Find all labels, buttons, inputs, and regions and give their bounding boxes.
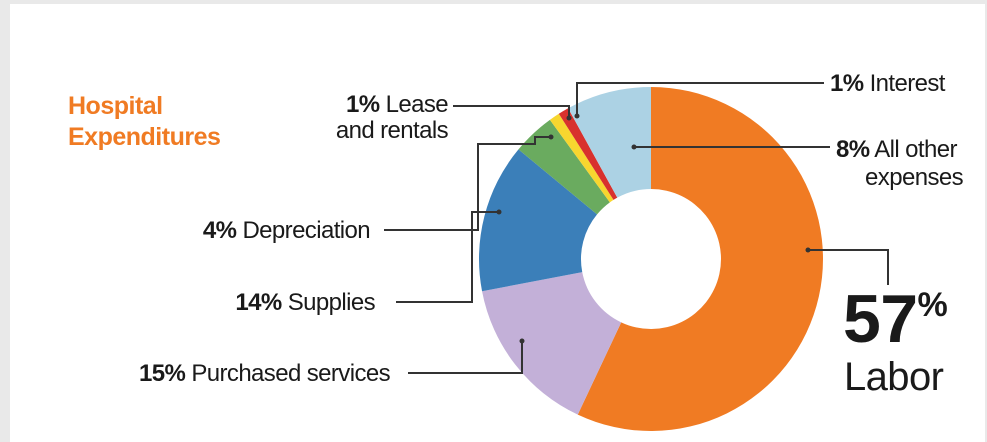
label-name-labor: Labor (844, 355, 944, 399)
chart-title-line-2: Expenditures (68, 123, 220, 151)
label-pct-labor: 57% (843, 281, 947, 357)
slice-interest (558, 108, 618, 200)
donut-chart: Hospital Expenditures 57%Labor 15% Purcha… (68, 70, 964, 431)
label-all-other-expenses: 8% All other (836, 136, 957, 163)
label-all-other-expenses-line-2: expenses (865, 164, 964, 191)
donut-slices (479, 87, 824, 431)
slice-lease-and-rentals (549, 113, 614, 203)
leader-labor (808, 249, 889, 285)
leader-dot-interest (574, 113, 580, 119)
leader-lines (384, 82, 889, 374)
slice-supplies (479, 149, 598, 292)
leader-supplies (396, 211, 499, 303)
label-lease-and-rentals-line-2: and rentals (336, 117, 449, 144)
slice-labels: 57%Labor 15% Purchased services 14% Suppli… (139, 70, 964, 399)
chart-panel: Hospital Expenditures 57% Labor 15% Purcha… (10, 4, 985, 442)
label-interest: 1% Interest (830, 70, 946, 97)
leader-dot-depreciation (548, 134, 554, 140)
leader-interest (576, 82, 824, 116)
leader-dot-labor (805, 247, 811, 253)
chart-title-line-1: Hospital (68, 92, 163, 120)
label-depreciation: 4% Depreciation (203, 217, 370, 244)
slice-all-other-expenses (568, 87, 651, 198)
leader-lease-and-rentals (453, 105, 570, 118)
leader-depreciation (384, 136, 551, 231)
leader-purchased-services (408, 341, 523, 374)
leader-dot-supplies (496, 209, 502, 215)
leader-dot-all-other-expenses (631, 144, 637, 150)
leader-dot-purchased-services (519, 338, 525, 344)
label-supplies: 14% Supplies (235, 289, 375, 316)
leader-dot-lease-and-rentals (566, 115, 572, 121)
label-purchased-services: 15% Purchased services (139, 360, 391, 387)
slice-depreciation (518, 119, 610, 215)
chart-title: Hospital Expenditures (68, 92, 221, 151)
label-lease-and-rentals: 1% Lease (346, 91, 448, 118)
slice-labor (577, 87, 824, 431)
slice-purchased-services (482, 272, 622, 415)
